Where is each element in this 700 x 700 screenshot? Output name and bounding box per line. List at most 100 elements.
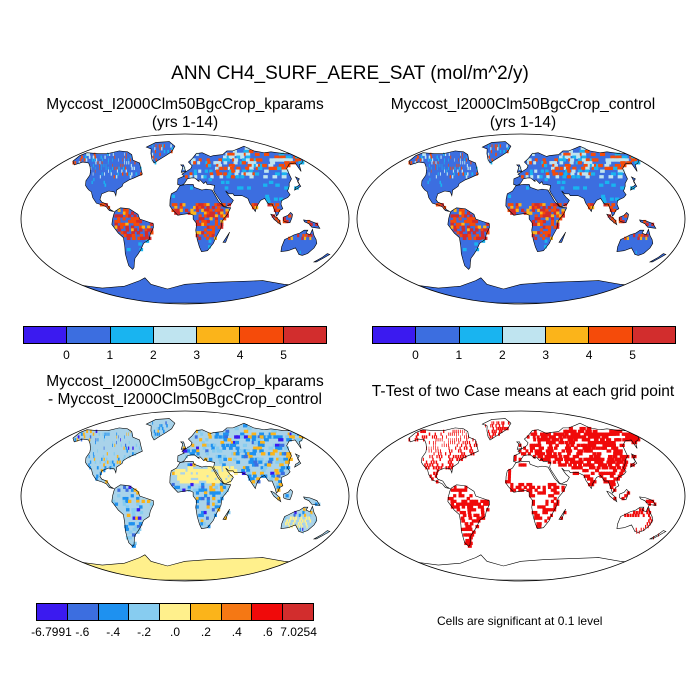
map-cell (543, 163, 548, 168)
map-cell (260, 466, 265, 470)
map-cell (466, 527, 470, 532)
coastline (630, 176, 638, 191)
map-cell (448, 166, 449, 171)
coastline (558, 231, 566, 243)
map-cell (611, 480, 616, 484)
map-cell (195, 488, 200, 492)
map-cell (111, 460, 114, 464)
map-cell (125, 166, 127, 171)
map-cell (431, 454, 433, 459)
map-cell (545, 449, 550, 453)
map-cell (545, 231, 549, 235)
map-cell (114, 166, 116, 171)
map-cell (236, 460, 241, 464)
panel-diff-title-line2: - Myccost_I2000Clm50BgcCrop_control (48, 391, 322, 408)
map-cell (439, 163, 441, 168)
map-cell (203, 203, 207, 207)
map-cell (139, 172, 142, 176)
map-cell (559, 217, 563, 221)
coastline (111, 207, 154, 270)
map-cell (618, 219, 622, 224)
map-cell (558, 158, 562, 162)
map-cell (226, 158, 231, 162)
map-cell (430, 460, 433, 464)
map-cell (215, 432, 219, 436)
map-cell (200, 522, 204, 526)
map-cell (82, 432, 85, 436)
map-cell (99, 166, 100, 171)
colorbar-swatch (221, 604, 253, 620)
map-cell (139, 228, 143, 232)
map-cell (470, 452, 473, 456)
map-cell (542, 457, 546, 462)
map-cell (235, 440, 240, 445)
map-cell (101, 172, 103, 176)
map-cell (539, 449, 543, 453)
map-cell (611, 471, 616, 476)
map-cell (536, 522, 540, 526)
coastline (222, 508, 230, 520)
map-cell (205, 516, 209, 520)
map-cell (116, 169, 118, 173)
map-cell (458, 217, 462, 221)
map-cell (472, 502, 476, 506)
map-cell (216, 203, 221, 207)
map-cell (583, 186, 587, 190)
map-cell (83, 435, 86, 439)
land-northAmerica (408, 427, 479, 489)
map-cell (203, 233, 207, 238)
map-cell (534, 222, 538, 227)
map-cell (480, 505, 484, 509)
map-cell (434, 432, 436, 436)
map-cell (210, 471, 215, 476)
map-cell (518, 463, 522, 467)
map-cell (200, 474, 204, 478)
map-cell (201, 222, 205, 227)
map-cell (474, 219, 479, 224)
map-cell (553, 491, 557, 495)
map-cell (556, 211, 560, 215)
map-cell (213, 474, 218, 478)
map-cell (269, 477, 274, 481)
map-cell (308, 516, 311, 520)
map-cell (452, 438, 453, 442)
map-cell (263, 175, 268, 179)
map-cell (447, 460, 450, 464)
map-cell (219, 175, 224, 179)
map-cell (421, 158, 424, 162)
map-cell (640, 510, 644, 515)
map-cell (201, 231, 205, 235)
map-cell (206, 499, 210, 504)
map-cell (208, 177, 212, 182)
map-cell (567, 175, 571, 179)
map-cell (550, 203, 554, 207)
map-cell (547, 457, 551, 462)
map-cell (545, 438, 549, 442)
map-cell (658, 533, 659, 537)
map-cell (268, 166, 274, 171)
map-cell (179, 205, 183, 210)
map-cell (428, 440, 430, 445)
map-cell (584, 449, 589, 453)
coastline (145, 141, 176, 164)
map-cell (125, 443, 127, 448)
map-cell (475, 233, 480, 238)
map-cell (309, 236, 312, 241)
map-cell (208, 233, 212, 238)
map-cell (227, 510, 231, 515)
map-cell (241, 158, 247, 162)
map-cell (159, 152, 161, 157)
map-cell (206, 225, 210, 229)
map-cell (279, 197, 284, 201)
colorbar-control (372, 326, 676, 344)
map-cell (293, 513, 296, 518)
map-cell (122, 222, 126, 227)
map-cell (314, 519, 317, 523)
map-cell (304, 513, 307, 518)
map-cell (247, 474, 252, 478)
map-cell (502, 421, 505, 425)
map-cell (561, 180, 566, 185)
map-cell (227, 152, 232, 157)
map-cell (127, 446, 130, 450)
map-cell (137, 516, 142, 520)
